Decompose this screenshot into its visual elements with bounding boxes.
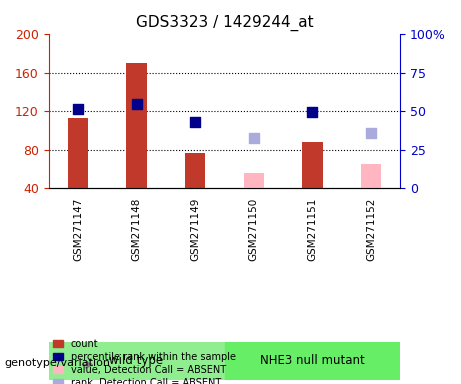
Bar <box>225 342 401 380</box>
Point <box>309 109 316 115</box>
Text: genotype/variation: genotype/variation <box>5 358 111 368</box>
Bar <box>361 164 381 189</box>
Bar <box>126 63 147 189</box>
Text: wild type: wild type <box>109 354 164 367</box>
Legend: count, percentile rank within the sample, value, Detection Call = ABSENT, rank, : count, percentile rank within the sample… <box>53 339 236 384</box>
Bar <box>185 153 206 189</box>
Point <box>250 135 258 141</box>
Point <box>133 101 140 108</box>
Bar <box>302 142 323 189</box>
Point <box>191 119 199 125</box>
Bar <box>48 342 225 380</box>
Text: NHE3 null mutant: NHE3 null mutant <box>260 354 365 367</box>
Title: GDS3323 / 1429244_at: GDS3323 / 1429244_at <box>136 15 313 31</box>
Point <box>74 106 82 112</box>
Bar <box>68 118 88 189</box>
Bar <box>243 173 264 189</box>
Point <box>367 130 375 136</box>
